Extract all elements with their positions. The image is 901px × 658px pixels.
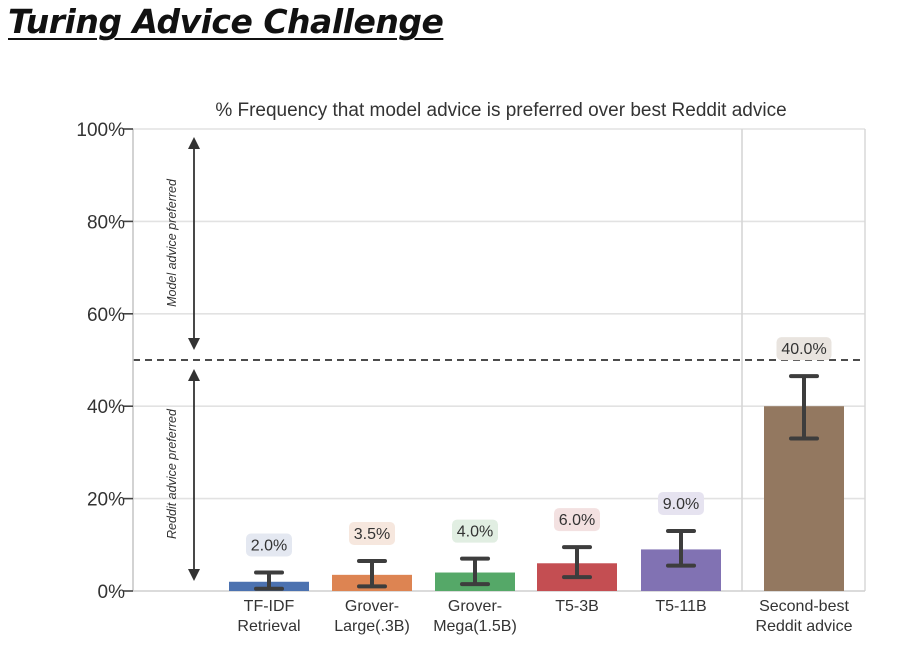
value-label: 40.0% [781, 341, 826, 358]
category-label: T5-3B [555, 598, 599, 615]
category-label-line: T5-11B [655, 598, 706, 615]
category-label-line: Retrieval [237, 618, 300, 635]
reddit-preferred-arrow-head-top [188, 369, 200, 381]
y-axis: 0% 20% 40% 60% 80% 100% [76, 120, 134, 603]
category-label: T5-11B [655, 598, 706, 615]
y-tick-label: 0% [98, 582, 126, 603]
slide-title: Turing Advice Challenge [8, 2, 444, 41]
category-label-line: Large(.3B) [334, 618, 410, 635]
chart-title: % Frequency that model advice is preferr… [215, 100, 786, 121]
category-label-line: Second-best [759, 598, 849, 615]
value-label: 2.0% [251, 538, 287, 555]
value-label: 3.5% [354, 526, 390, 543]
reddit-preferred-arrow-head-bottom [188, 569, 200, 581]
category-label: Grover- Mega(1.5B) [433, 598, 517, 635]
category-label: TF-IDF Retrieval [237, 598, 300, 635]
y-tick-label: 20% [87, 490, 125, 511]
category-label: Grover- Large(.3B) [334, 598, 410, 635]
category-label-line: Reddit advice [756, 618, 853, 635]
preference-annotations: Model advice preferred Reddit advice pref… [165, 137, 200, 581]
model-preferred-label: Model advice preferred [165, 178, 179, 307]
reddit-preferred-label: Reddit advice preferred [165, 408, 179, 539]
value-label-bg [776, 337, 832, 361]
error-bars [254, 374, 819, 591]
value-label: 6.0% [559, 512, 595, 529]
value-label-bg [452, 519, 498, 543]
y-tick-label: 100% [76, 120, 125, 141]
grid-lines [133, 128, 866, 592]
category-label-line: Mega(1.5B) [433, 618, 517, 635]
model-preferred-arrow-head-top [188, 137, 200, 149]
value-label-bg [246, 533, 292, 557]
category-label-line: T5-3B [555, 598, 599, 615]
model-preferred-arrow-head-bottom [188, 338, 200, 350]
value-label-bg [349, 521, 395, 545]
x-axis-categories: TF-IDF Retrieval Grover- Large(.3B) Grover- M… [237, 598, 852, 635]
value-label-bg [554, 508, 600, 532]
value-label: 9.0% [663, 496, 699, 513]
value-labels: 2.0% 3.5% 4.0% 6.0% 9.0% 40.0% [246, 337, 832, 557]
y-tick-label: 60% [87, 305, 125, 326]
category-label-line: Grover- [345, 598, 399, 615]
category-label-line: Grover- [448, 598, 502, 615]
y-tick-label: 40% [87, 397, 125, 418]
y-tick-label: 80% [87, 212, 125, 233]
category-label: Second-best Reddit advice [756, 598, 853, 635]
category-label-line: TF-IDF [244, 598, 295, 615]
value-label: 4.0% [457, 524, 493, 541]
value-label-bg [658, 491, 704, 515]
